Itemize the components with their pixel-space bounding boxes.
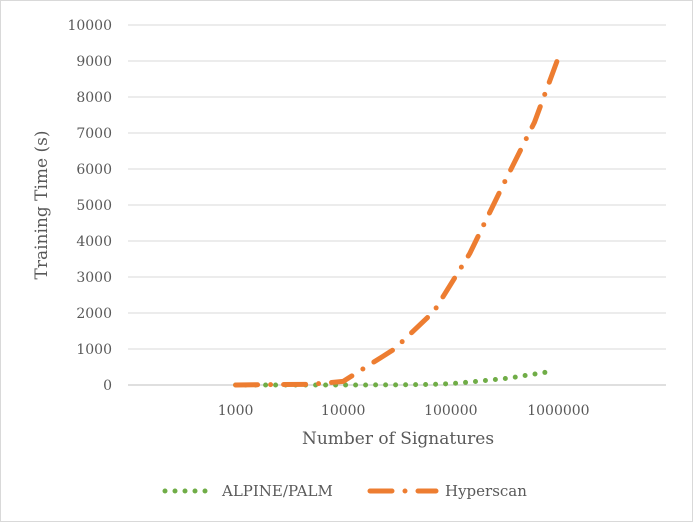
y-axis-ticks: 0 1000 2000 3000 4000 5000 6000 7000 8000 9000 100… (67, 18, 112, 394)
legend-label-hyperscan: Hyperscan (445, 482, 527, 500)
legend: ALPINE/PALM Hyperscan (162, 482, 527, 500)
y-tick-label: 7000 (76, 126, 112, 142)
y-tick-label: 10000 (67, 18, 112, 34)
y-tick-label: 6000 (76, 162, 112, 178)
x-tick-label: 100000 (424, 403, 477, 419)
x-axis-title: Number of Signatures (302, 429, 494, 449)
x-tick-label: 10000 (321, 403, 366, 419)
legend-item-alpine-palm: ALPINE/PALM (162, 482, 333, 500)
y-tick-label: 1000 (76, 342, 112, 358)
y-tick-label: 0 (103, 378, 112, 394)
y-tick-label: 2000 (76, 306, 112, 322)
x-axis-ticks: 1000 10000 100000 1000000 (218, 403, 590, 419)
gridlines (128, 24, 666, 386)
y-tick-label: 4000 (76, 234, 112, 250)
y-axis-title: Training Time (s) (32, 130, 52, 279)
x-tick-label: 1000 (218, 403, 254, 419)
legend-label-alpine-palm: ALPINE/PALM (221, 482, 333, 500)
series-line-hyperscan (233, 54, 561, 388)
y-tick-label: 5000 (76, 198, 112, 214)
legend-item-hyperscan: Hyperscan (367, 482, 527, 500)
x-tick-label: 1000000 (527, 403, 589, 419)
y-tick-label: 3000 (76, 270, 112, 286)
y-tick-label: 8000 (76, 90, 112, 106)
series-lines (233, 54, 561, 388)
y-tick-label: 9000 (76, 54, 112, 70)
